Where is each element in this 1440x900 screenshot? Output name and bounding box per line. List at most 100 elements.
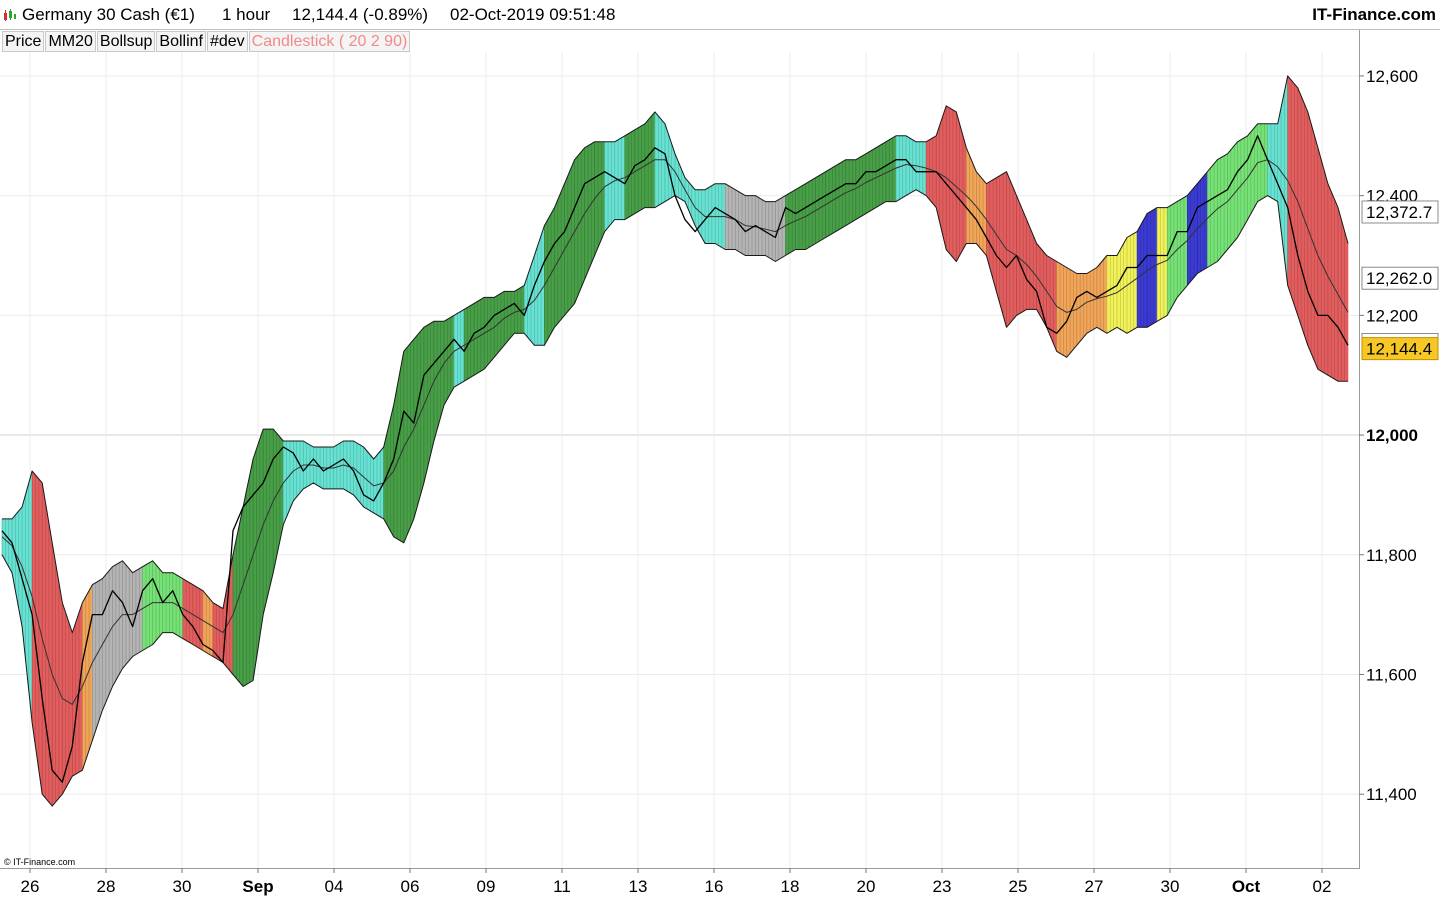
band-segment [252, 429, 264, 681]
band-segment [594, 141, 606, 256]
band-segment [11, 506, 23, 627]
x-tick-label: Oct [1232, 877, 1261, 896]
x-tick-label: 18 [781, 877, 800, 896]
band-segment [242, 458, 254, 687]
band-segment [684, 176, 696, 226]
y-tick-label: 12,200 [1366, 306, 1418, 325]
band-segment [503, 291, 515, 347]
x-tick-label: 09 [477, 877, 496, 896]
band-segment [875, 141, 887, 209]
band-segment [895, 135, 907, 203]
band-segment [996, 171, 1007, 328]
x-tick-label: 16 [705, 877, 724, 896]
band-segment [534, 225, 545, 346]
x-tick-label: 13 [629, 877, 648, 896]
band-segment [915, 141, 927, 197]
price-level-box [1361, 266, 1439, 290]
x-tick-label: 06 [401, 877, 420, 896]
y-tick-label: 11,600 [1366, 665, 1417, 684]
band-segment [212, 602, 224, 664]
quote-datetime: 02-Oct-2019 09:51:48 [450, 5, 616, 24]
band-segment [1006, 171, 1017, 329]
band-segment [845, 159, 857, 227]
indicator-tab-bollinf[interactable]: Bollinf [156, 31, 206, 52]
band-segment [1016, 195, 1027, 316]
x-tick-label: 20 [857, 877, 876, 896]
band-segment [795, 183, 806, 250]
indicator-tab-candlestick[interactable]: Candlestick ( 20 2 90) [248, 31, 411, 52]
band-segment [82, 583, 93, 771]
band-segment [1036, 242, 1047, 329]
band-segment [443, 314, 455, 407]
band-segment [1277, 75, 1288, 286]
y-tick-label: 11,400 [1366, 785, 1417, 804]
last-quote: 12,144.4 (-0.89%) [292, 5, 429, 24]
timeframe[interactable]: 1 hour [222, 5, 271, 24]
x-tick-label: 26 [21, 877, 40, 896]
price-level-label: 12,262.0 [1366, 269, 1432, 288]
indicator-legend: Price MM20 Bollsup Bollinf #dev Candlest… [2, 31, 411, 52]
candlestick-app-icon [4, 9, 16, 21]
band-segment [604, 141, 616, 233]
band-segment [1307, 111, 1319, 370]
indicator-tab-dev[interactable]: #dev [206, 31, 248, 52]
indicator-tab-bollsup[interactable]: Bollsup [96, 31, 156, 52]
band-segment [644, 111, 656, 208]
current-price-label: 12,144.4 [1366, 340, 1432, 359]
band-segment [755, 195, 766, 256]
band-segment [785, 189, 796, 257]
copyright-text: © IT-Finance.com [4, 857, 75, 867]
price-level-label: 12,372.7 [1366, 203, 1432, 222]
price-line [1, 135, 1349, 783]
x-tick-label: 02 [1313, 877, 1332, 896]
bollinger-band-fill [1, 75, 1349, 807]
x-tick-label: 23 [933, 877, 952, 896]
band-segment [1287, 75, 1299, 316]
band-segment [1297, 87, 1309, 346]
band-segment [564, 159, 575, 317]
x-tick-label: 30 [173, 877, 192, 896]
indicator-tab-price[interactable]: Price [2, 31, 45, 52]
band-segment [413, 326, 425, 519]
band-segment [674, 153, 686, 203]
x-tick-label: 11 [553, 877, 571, 896]
x-tick-label: 27 [1085, 877, 1104, 896]
band-segment [1136, 212, 1148, 328]
x-axis: 26 28 30 Sep 04 06 09 11 13 16 18 20 23 25 27 30 Oct 02 [21, 868, 1332, 896]
band-segment [855, 153, 867, 221]
series-lines [1, 75, 1349, 807]
band-segment [51, 542, 63, 807]
band-segment [222, 554, 234, 676]
x-tick-label: 28 [97, 877, 116, 896]
band-segment [232, 506, 244, 688]
band-segment [865, 147, 877, 215]
price-level-box [1361, 200, 1439, 224]
x-tick-label: 30 [1161, 877, 1180, 896]
bollsup-line [2, 75, 1349, 634]
x-tick-label: Sep [242, 877, 273, 896]
band-segment [1197, 170, 1208, 275]
y-tick-label: 11,800 [1366, 546, 1417, 565]
x-tick-label: 25 [1009, 877, 1028, 896]
band-segment [1327, 183, 1339, 382]
band-segment [955, 111, 967, 263]
band-segment [292, 440, 304, 502]
brand-name: IT-Finance.com [1312, 5, 1436, 24]
band-segment [965, 147, 977, 244]
y-axis: 12,60012,40012,20012,00011,80011,60011,4… [1359, 67, 1418, 804]
y-tick-label: 12,600 [1366, 67, 1418, 86]
indicator-tab-mm20[interactable]: MM20 [45, 31, 96, 52]
band-segment [1026, 219, 1037, 310]
price-labels: 12,372.712,262.012,151.312,144.4 [1361, 200, 1439, 361]
band-segment [1317, 147, 1329, 376]
band-segment [574, 146, 585, 304]
band-segment [112, 560, 123, 688]
x-tick-label: 04 [325, 877, 344, 896]
instrument-name: Germany 30 Cash (€1) [22, 5, 195, 24]
band-segment [1337, 207, 1349, 382]
y-tick-label: 12,000 [1366, 426, 1418, 445]
title-bar: Germany 30 Cash (€1) 1 hour 12,144.4 (-0… [0, 0, 1440, 30]
band-segment [1176, 195, 1188, 299]
band-segment [403, 338, 415, 543]
